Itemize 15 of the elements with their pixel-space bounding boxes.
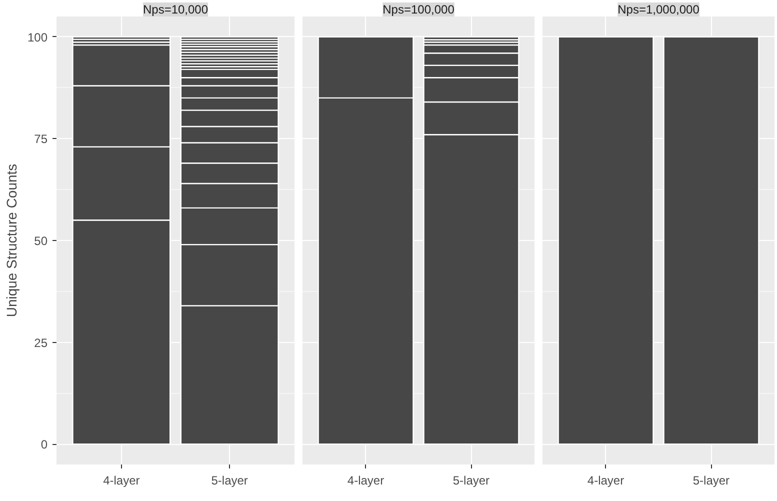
y-tick-label: 0 [40,438,48,452]
y-tick-label: 75 [34,132,48,146]
x-tick-label: 5-layer [452,474,490,488]
y-axis-title: Unique Structure Counts [3,164,20,318]
x-tick-label: 4-layer [103,474,140,488]
x-tick-label: 5-layer [211,474,248,488]
chart-title: Nps=100,000 [382,2,455,16]
y-tick-label: 25 [34,336,48,350]
x-tick-label: 5-layer [692,474,730,488]
chart-title: Nps=10,000 [142,2,208,16]
x-tick-label: 4-layer [347,474,384,488]
x-tick-label: 4-layer [587,474,624,488]
chart-title: Nps=1,000,000 [618,2,700,16]
y-tick-label: 50 [34,234,48,248]
y-tick-label: 100 [27,30,48,44]
